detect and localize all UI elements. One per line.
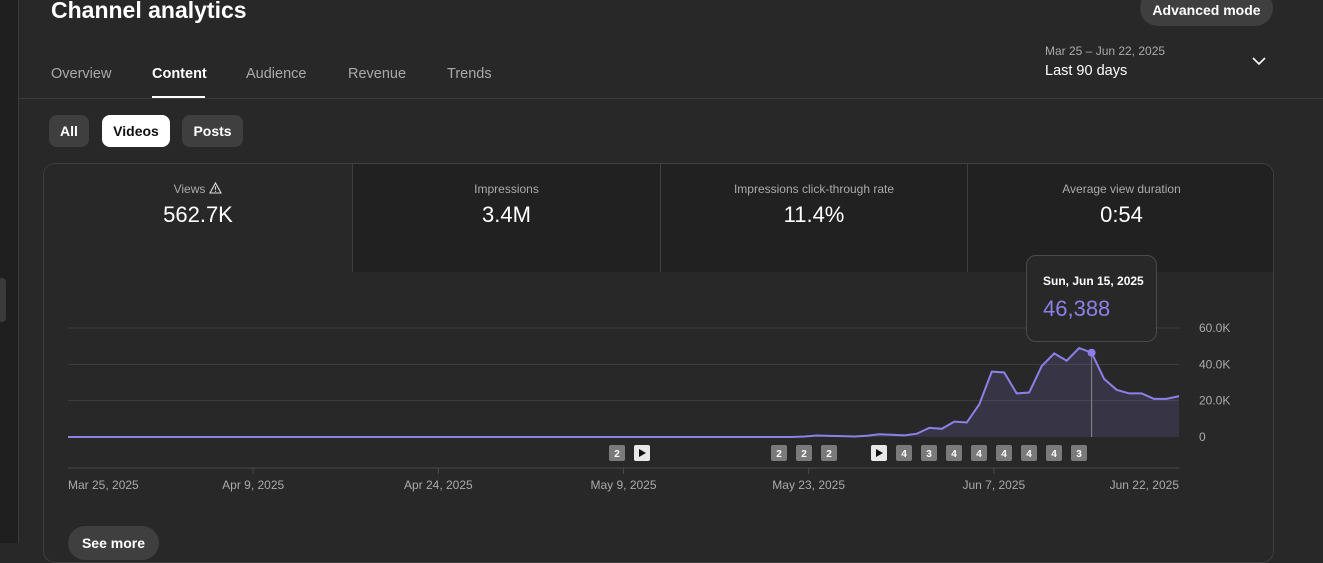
chart-tooltip: Sun, Jun 15, 2025 46,388 (1026, 255, 1157, 342)
date-range-label: Last 90 days (1045, 63, 1128, 79)
left-rail (0, 0, 19, 543)
metric-value: 11.4% (783, 202, 845, 227)
analytics-card: Views 562.7K Impressions 3.4M Impression… (43, 163, 1274, 563)
metric-label: Impressions (474, 182, 539, 196)
metric-label: Views (173, 182, 206, 196)
chevron-down-icon[interactable] (1252, 56, 1266, 66)
advanced-mode-button[interactable]: Advanced mode (1140, 0, 1273, 26)
filter-posts[interactable]: Posts (182, 115, 243, 147)
tooltip-value: 46,388 (1043, 296, 1111, 321)
metric-value: 0:54 (1100, 202, 1143, 227)
filter-videos[interactable]: Videos (102, 115, 170, 147)
active-tab-indicator (152, 96, 205, 98)
tab-overview[interactable]: Overview (51, 66, 112, 82)
metric-value: 3.4M (482, 202, 531, 227)
tab-audience[interactable]: Audience (246, 66, 307, 82)
warning-icon (209, 182, 223, 194)
metric-ctr[interactable]: Impressions click-through rate 11.4% (660, 164, 967, 272)
metric-label: Average view duration (1062, 182, 1181, 196)
date-range-picker[interactable]: Mar 25 – Jun 22, 2025 Last 90 days (1045, 44, 1165, 79)
tab-content[interactable]: Content (152, 66, 207, 82)
metric-value: 562.7K (163, 202, 233, 227)
metric-impressions[interactable]: Impressions 3.4M (352, 164, 660, 272)
metric-views[interactable]: Views 562.7K (44, 164, 352, 272)
filter-all[interactable]: All (49, 115, 89, 147)
date-range-dates: Mar 25 – Jun 22, 2025 (1045, 44, 1166, 58)
tab-trends[interactable]: Trends (447, 66, 492, 82)
header-divider (19, 98, 1323, 99)
page-title: Channel analytics (51, 0, 247, 23)
rail-handle[interactable] (0, 278, 6, 322)
see-more-button[interactable]: See more (68, 526, 159, 560)
metric-avg-view-duration[interactable]: Average view duration 0:54 (967, 164, 1273, 272)
tab-revenue[interactable]: Revenue (348, 66, 407, 82)
tooltip-date: Sun, Jun 15, 2025 (1043, 274, 1144, 288)
metric-label: Impressions click-through rate (733, 182, 895, 196)
